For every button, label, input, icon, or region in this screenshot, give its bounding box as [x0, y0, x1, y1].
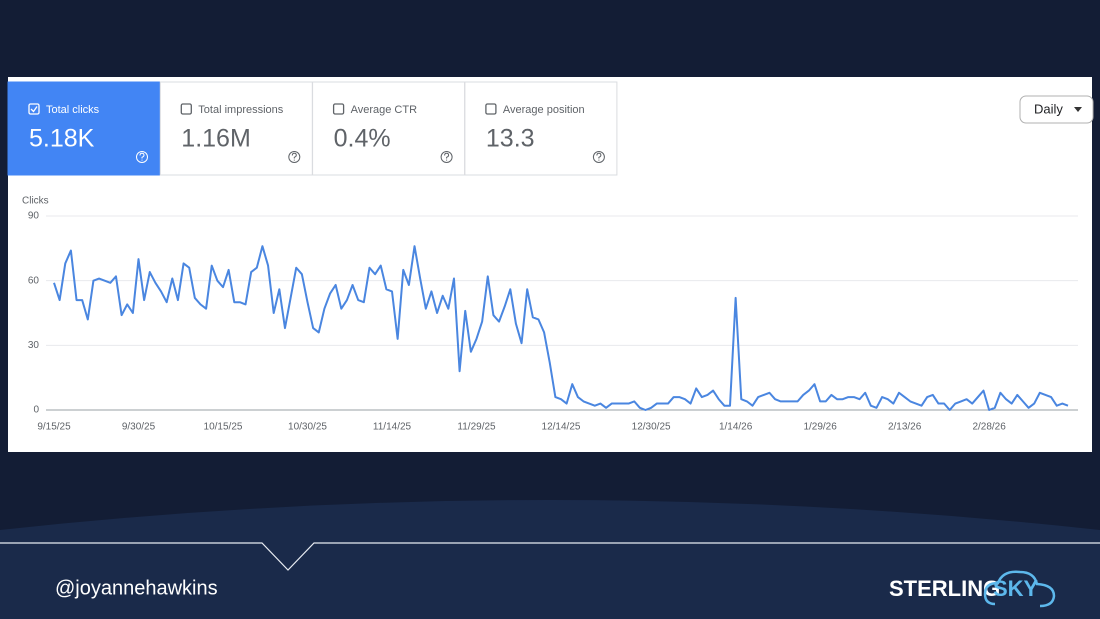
x-tick-label: 1/14/26	[719, 422, 753, 433]
help-icon	[136, 151, 148, 163]
granularity-select[interactable]	[1019, 95, 1094, 124]
y-tick-label: 90	[28, 211, 40, 222]
checkbox	[28, 103, 40, 115]
series-line	[53, 245, 1069, 411]
x-tick-label: 11/14/25	[373, 422, 412, 433]
help-glyph	[139, 152, 145, 161]
metric-value: 1.16M	[181, 125, 250, 153]
granularity-label: Daily	[1034, 101, 1063, 116]
handle: @joyannehawkins	[55, 577, 218, 599]
metric-card[interactable]	[7, 81, 161, 176]
divider	[0, 542, 1100, 571]
metric-label: Average position	[503, 104, 585, 116]
x-tick-label: 11/29/25	[457, 422, 496, 433]
logo-cloud	[983, 570, 1056, 608]
dropdown-arrow	[1074, 107, 1082, 112]
x-tick-label: 10/15/25	[204, 422, 243, 433]
x-tick-label: 1/29/26	[803, 422, 837, 433]
slide-wave	[0, 500, 1100, 619]
metric-label: Total impressions	[198, 104, 283, 116]
metric-card[interactable]	[159, 81, 313, 176]
help-icon	[592, 151, 605, 163]
x-tick-label: 12/14/25	[542, 422, 581, 433]
logo-left: STERLING	[889, 576, 1000, 601]
metric-value: 5.18K	[29, 125, 95, 153]
metric-card[interactable]	[464, 81, 618, 176]
x-tick-label: 2/13/26	[888, 422, 922, 433]
y-tick-label: 30	[28, 340, 40, 351]
checkbox	[180, 103, 192, 115]
y-tick-label: 0	[33, 405, 39, 416]
y-tick-label: 60	[28, 275, 40, 286]
metric-card[interactable]	[312, 81, 466, 176]
help-glyph	[596, 152, 602, 161]
checkbox	[332, 103, 345, 115]
x-tick-label: 9/15/25	[37, 422, 71, 433]
help-glyph	[291, 152, 297, 161]
metric-label: Total clicks	[46, 104, 100, 116]
checkbox	[485, 103, 497, 115]
metric-value: 13.3	[486, 125, 535, 153]
x-tick-label: 9/30/25	[122, 422, 156, 433]
x-tick-label: 12/30/25	[632, 422, 671, 433]
checkmark	[30, 106, 38, 113]
metric-value: 0.4%	[334, 125, 391, 153]
metric-label: Average CTR	[351, 104, 417, 116]
help-glyph	[444, 152, 450, 161]
help-icon	[288, 151, 301, 163]
x-tick-label: 2/28/26	[972, 422, 1006, 433]
help-icon	[440, 151, 453, 163]
x-tick-label: 10/30/25	[288, 422, 327, 433]
y-axis-title: Clicks	[22, 196, 49, 207]
